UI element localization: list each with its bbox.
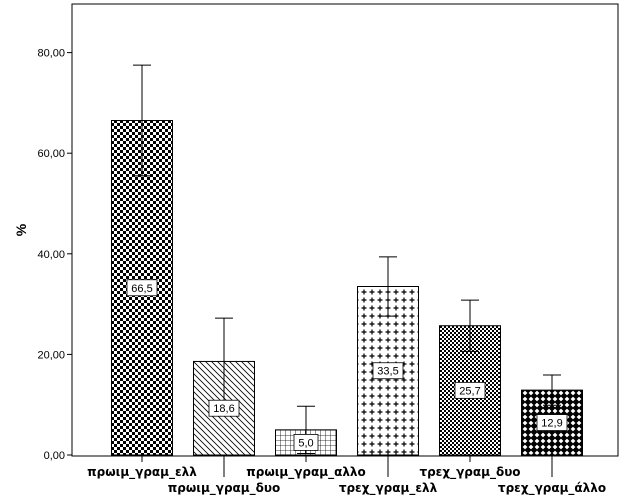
category-label: πρωιμ_γραμ_αλλο — [246, 465, 366, 480]
data-label: 66,5 — [131, 283, 152, 295]
y-axis-label: % — [13, 223, 29, 236]
data-label-box — [293, 434, 319, 451]
category-label: τρεχ_γραμ_άλλο — [498, 481, 606, 496]
y-tick-label: 60,00 — [37, 148, 65, 160]
y-axis: 0,00 20,00 40,00 60,00 80,00 — [37, 48, 72, 462]
data-label: 5,0 — [298, 437, 313, 449]
data-label: 33,5 — [377, 366, 398, 378]
category-label: πρωιμ_γραμ_δυο — [168, 481, 280, 496]
data-label-box — [454, 381, 486, 399]
x-axis: πρωιμ_γραμ_ελλπρωιμ_γραμ_δυοπρωιμ_γραμ_α… — [87, 455, 606, 496]
data-label-box — [208, 399, 240, 417]
y-tick-label: 80,00 — [37, 48, 65, 60]
data-label: 25,7 — [459, 385, 480, 397]
y-tick-label: 20,00 — [37, 349, 65, 361]
category-label: τρεχ_γραμ_δυο — [419, 465, 520, 480]
bars-group — [111, 120, 583, 456]
category-label: τρεχ_γραμ_ελλ — [339, 481, 438, 496]
y-tick-label: 40,00 — [37, 249, 65, 261]
data-label-box — [536, 414, 568, 431]
category-label: πρωιμ_γραμ_ελλ — [87, 465, 197, 480]
data-label-box — [126, 279, 158, 297]
data-label-box — [372, 362, 404, 380]
data-label: 12,9 — [541, 418, 562, 430]
data-labels-group: 66,5 18,6 5,0 33,5 25,7 12,9 — [126, 279, 568, 451]
y-tick-label: 0,00 — [44, 450, 65, 462]
data-label: 18,6 — [213, 403, 234, 415]
